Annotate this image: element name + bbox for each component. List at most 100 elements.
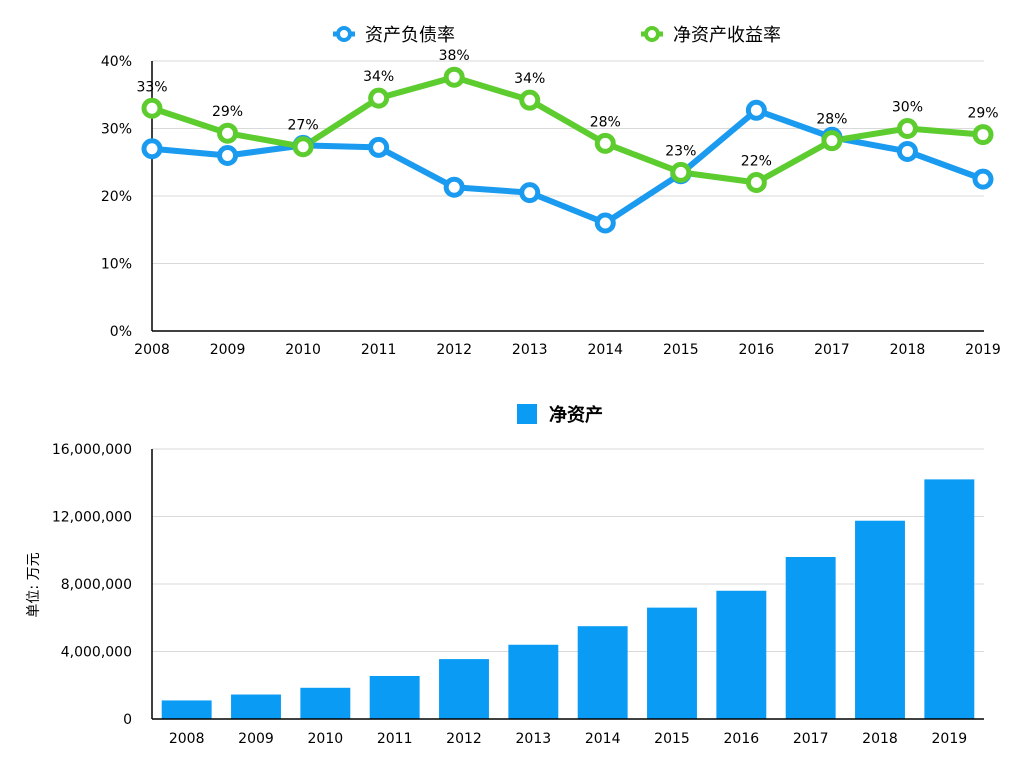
bar <box>300 687 351 719</box>
line-data-labels: 33% 29% 27% 34% 38% 34% 28% 23% 22% 28% 30% 29% <box>136 48 998 169</box>
line-series-layer <box>141 66 994 234</box>
bar <box>369 675 420 719</box>
series-2-point <box>972 124 994 146</box>
bar-y-tick-label: 0 <box>123 712 132 728</box>
bar-x-tick-label: 2008 <box>169 731 205 747</box>
series-line-2 <box>151 74 984 186</box>
line-y-tick-labels: 0% 10% 20% 30% 40% <box>101 54 132 340</box>
line-x-tick-label: 2012 <box>436 342 472 358</box>
line-x-tick-label: 2008 <box>134 342 170 358</box>
series-2-data-label: 33% <box>136 79 167 95</box>
line-y-tick-label: 0% <box>110 324 132 340</box>
bar <box>231 694 281 719</box>
bar <box>577 626 628 719</box>
line-x-tick-label: 2014 <box>587 342 623 358</box>
line-x-tick-label: 2017 <box>814 342 850 358</box>
bar-x-tick-label: 2019 <box>932 731 968 747</box>
bar <box>647 607 697 719</box>
bar <box>439 659 489 719</box>
series-1-point <box>972 168 994 190</box>
series-2-data-label: 34% <box>363 69 394 85</box>
series-2-data-label: 28% <box>816 112 847 128</box>
series-2-point <box>896 118 918 139</box>
series-2-point <box>594 132 616 154</box>
bar-y-axis-label: 单位: 万元 <box>26 552 42 617</box>
line-x-tick-labels: 2008 2009 2010 2011 2012 2013 2014 2015 2016 2017… <box>134 342 1001 358</box>
legend-label-series2: 净资产收益率 <box>673 25 781 46</box>
bar-x-tick-label: 2017 <box>793 731 829 747</box>
bar-x-tick-label: 2011 <box>377 731 413 747</box>
series-2-data-label: 23% <box>665 143 696 159</box>
line-y-tick-label: 30% <box>101 122 132 138</box>
bar-y-tick-label: 8,000,000 <box>61 577 132 593</box>
series-1-point <box>443 176 465 198</box>
series-2-data-label: 28% <box>590 114 621 130</box>
bar <box>716 590 767 719</box>
series-1-point <box>141 138 163 160</box>
line-y-tick-label: 10% <box>101 257 132 273</box>
line-x-tick-label: 2018 <box>890 342 926 358</box>
line-x-tick-label: 2010 <box>285 342 321 358</box>
series-1-point <box>217 145 239 166</box>
series-1-point <box>745 99 767 121</box>
bar-y-tick-label: 4,000,000 <box>61 645 132 661</box>
legend-swatch-series2-marker <box>644 26 660 42</box>
line-x-tick-label: 2016 <box>739 342 775 358</box>
series-2-point <box>670 161 692 183</box>
series-2-data-label: 22% <box>741 154 772 170</box>
bar-x-tick-label: 2013 <box>516 731 552 747</box>
bar <box>508 644 559 719</box>
line-chart: 资产负债率 净资产收益率 0% 10% 20% 30% 40% 2008 2009 2010… <box>101 25 1001 358</box>
bar-x-tick-label: 2015 <box>654 731 690 747</box>
legend-item-series1: 资产负债率 <box>333 25 455 46</box>
bar <box>855 520 905 719</box>
line-x-tick-label: 2011 <box>361 342 397 358</box>
series-2-point <box>745 172 767 193</box>
bar-x-tick-label: 2016 <box>724 731 760 747</box>
line-x-tick-label: 2015 <box>663 342 699 358</box>
series-1-point <box>519 182 541 204</box>
legend-swatch-series1-marker <box>336 26 352 42</box>
legend-label-series1: 资产负债率 <box>365 25 455 46</box>
bar-y-tick-label: 12,000,000 <box>52 510 132 526</box>
bar <box>924 479 975 719</box>
series-2-data-label: 29% <box>967 106 998 122</box>
series-2-point <box>141 97 163 119</box>
bar <box>785 557 836 719</box>
bar <box>161 700 212 719</box>
bar-gridlines <box>152 448 984 652</box>
series-2-point <box>217 122 239 144</box>
line-x-tick-label: 2013 <box>512 342 548 358</box>
series-2-data-label: 38% <box>439 48 470 64</box>
series-2-point <box>368 87 390 109</box>
bar-x-tick-label: 2012 <box>446 731 482 747</box>
legend-item-series2: 净资产收益率 <box>641 25 781 46</box>
bar-x-tick-labels: 2008 2009 2010 2011 2012 2013 2014 2015 2016 2017… <box>169 731 967 747</box>
series-2-point <box>292 136 314 158</box>
series-1-point <box>594 212 616 234</box>
bar-legend: 净资产 <box>517 404 603 426</box>
series-2-data-label: 29% <box>212 104 243 120</box>
bar-chart: 净资产 单位: 万元 0 4,000,000 8,000,000 12,000,000… <box>26 404 984 747</box>
line-x-tick-label: 2019 <box>965 342 1001 358</box>
line-y-tick-label: 40% <box>101 54 132 70</box>
series-2-point <box>443 66 465 88</box>
line-gridlines <box>152 60 984 264</box>
series-2-data-label: 34% <box>514 71 545 87</box>
series-2-point <box>821 130 843 152</box>
series-2-point <box>519 89 541 111</box>
bar-x-tick-label: 2014 <box>585 731 621 747</box>
series-1-point <box>368 136 390 158</box>
legend-label-bar: 净资产 <box>549 404 603 426</box>
bar-x-tick-label: 2018 <box>862 731 898 747</box>
series-2-data-label: 27% <box>288 118 319 134</box>
line-x-tick-label: 2009 <box>210 342 246 358</box>
line-legend: 资产负债率 净资产收益率 <box>333 25 781 46</box>
line-y-tick-label: 20% <box>101 189 132 205</box>
bar-series-layer <box>161 479 975 719</box>
bar-y-tick-label: 16,000,000 <box>52 442 132 458</box>
bar-y-tick-labels: 0 4,000,000 8,000,000 12,000,000 16,000,000 <box>52 442 132 728</box>
series-1-point <box>896 140 918 162</box>
bar-x-tick-label: 2010 <box>308 731 344 747</box>
